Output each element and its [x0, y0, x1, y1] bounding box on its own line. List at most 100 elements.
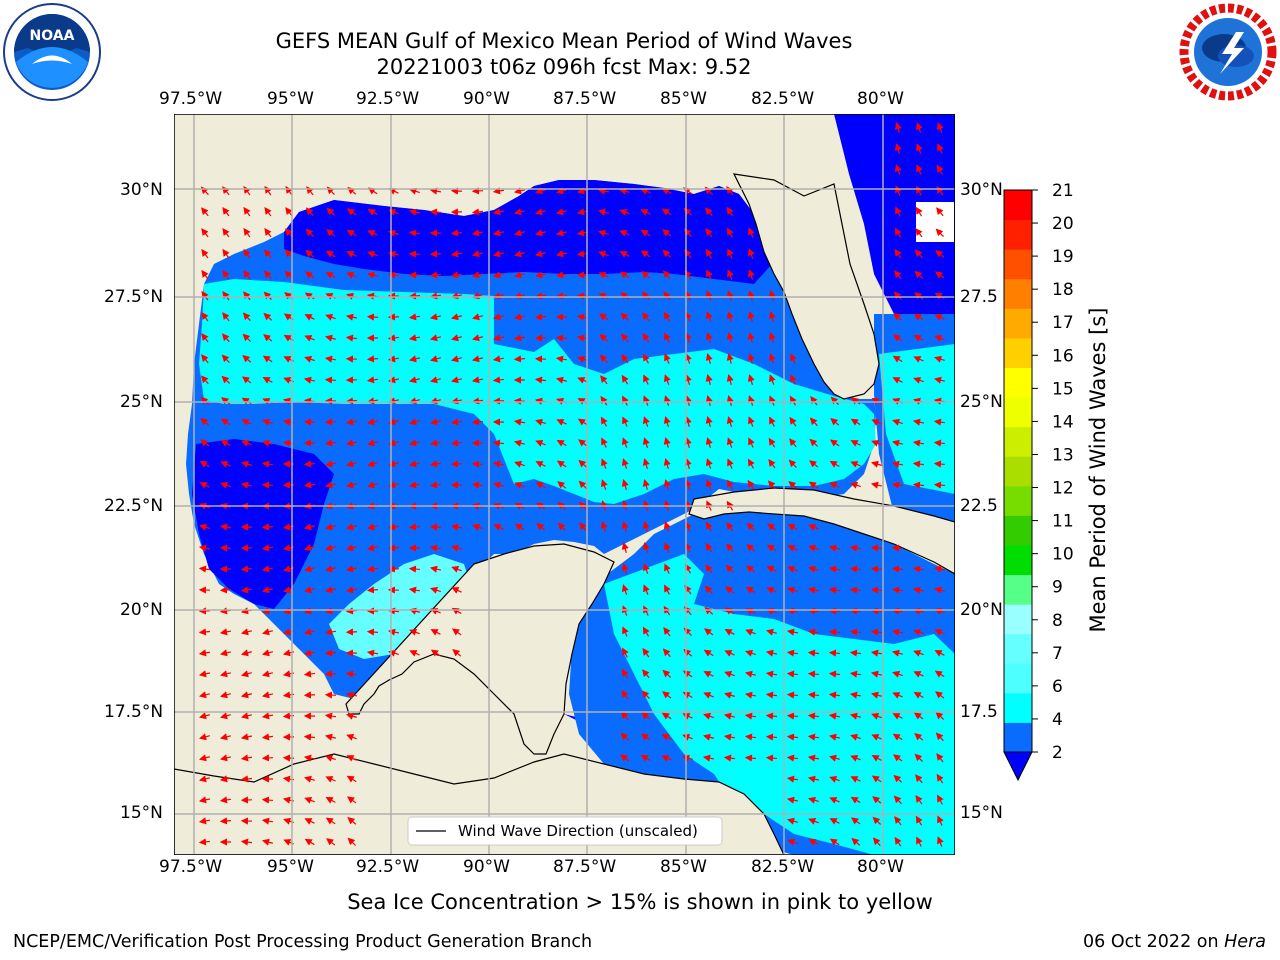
wave-direction-arrow: [703, 649, 714, 657]
wave-direction-arrow: [724, 607, 735, 615]
wave-direction-arrow: [807, 670, 820, 678]
wave-direction-arrow: [787, 838, 798, 846]
wave-direction-arrow: [642, 647, 650, 658]
wave-direction-arrow: [451, 544, 462, 552]
wave-direction-arrow: [429, 523, 442, 531]
colorbar-tick-label: 6: [1052, 677, 1063, 697]
wave-direction-arrow: [304, 775, 315, 783]
wave-direction-arrow: [809, 460, 819, 468]
wave-direction-arrow: [914, 753, 923, 762]
wave-direction-arrow: [346, 251, 357, 258]
wave-direction-arrow: [324, 565, 336, 573]
wave-direction-arrow: [768, 353, 776, 364]
wave-direction-arrow: [198, 544, 211, 552]
wave-direction-arrow: [471, 208, 484, 216]
lat-label-left: 20°N: [120, 600, 163, 620]
wave-direction-arrow: [828, 670, 841, 678]
wave-direction-arrow: [347, 837, 356, 846]
wave-direction-arrow: [240, 733, 253, 741]
colorbar-segment: [1004, 278, 1032, 309]
wave-direction-arrow: [325, 544, 336, 552]
wave-direction-arrow: [221, 397, 231, 405]
wave-direction-arrow: [261, 481, 274, 489]
lon-label-bottom: 92.5°W: [356, 857, 420, 877]
wave-direction-arrow: [663, 521, 671, 532]
sea-ice-note: Sea Ice Concentration > 15% is shown in …: [347, 890, 933, 914]
wave-direction-arrow: [303, 670, 316, 678]
legend-label: Wind Wave Direction (unscaled): [458, 822, 698, 840]
wave-direction-arrow: [619, 251, 630, 258]
colorbar-tick-label: 14: [1052, 412, 1074, 432]
wave-direction-arrow: [324, 691, 337, 699]
wave-direction-arrow: [937, 836, 944, 847]
wave-direction-arrow: [808, 481, 819, 489]
wave-direction-arrow: [201, 311, 209, 322]
wave-direction-arrow: [408, 334, 421, 342]
wave-direction-arrow: [765, 691, 778, 699]
wave-direction-arrow: [871, 712, 882, 720]
lon-label-bottom: 80°W: [857, 857, 904, 877]
wave-direction-arrow: [912, 565, 925, 573]
lat-label-right: 30°N: [960, 180, 1003, 200]
wave-direction-arrow: [850, 776, 861, 783]
wave-direction-arrow: [704, 585, 713, 595]
wave-direction-arrow: [345, 670, 358, 678]
lon-label-top: 87.5°W: [553, 89, 617, 109]
wave-direction-arrow: [913, 712, 924, 720]
wave-direction-arrow: [892, 713, 903, 720]
wave-direction-arrow: [304, 355, 315, 363]
wave-direction-arrow: [935, 711, 945, 720]
wave-direction-arrow: [849, 586, 862, 594]
wave-direction-arrow: [325, 313, 336, 321]
wave-direction-arrow: [620, 711, 629, 721]
wave-direction-arrow: [744, 712, 757, 720]
colorbar-segment: [1004, 604, 1032, 635]
wave-direction-arrow: [786, 754, 799, 762]
wave-direction-arrow: [663, 416, 671, 427]
wave-direction-arrow: [219, 754, 232, 762]
wave-direction-arrow: [682, 754, 693, 762]
wave-direction-arrow: [661, 734, 672, 741]
wave-direction-arrow: [451, 628, 462, 636]
wave-direction-arrow: [807, 586, 820, 594]
wave-direction-arrow: [303, 481, 316, 489]
lat-label-right: 27.5: [960, 287, 998, 307]
wave-direction-arrow: [723, 712, 736, 720]
generation-date: 06 Oct 2022 on Hera: [1083, 932, 1266, 952]
wave-direction-arrow: [324, 355, 337, 363]
wave-direction-arrow: [913, 691, 924, 699]
wave-direction-arrow: [870, 628, 883, 636]
colorbar-tick-label: 19: [1052, 247, 1074, 267]
wave-direction-arrow: [305, 228, 314, 237]
wave-direction-arrow: [578, 480, 587, 489]
wave-direction-arrow: [809, 438, 819, 447]
lon-label-top: 92.5°W: [356, 89, 420, 109]
wave-direction-arrow: [366, 523, 379, 531]
wave-direction-arrow: [305, 207, 314, 217]
wave-direction-arrow: [408, 313, 421, 321]
wave-direction-arrow: [934, 314, 945, 321]
wave-direction-arrow: [871, 460, 882, 468]
wave-direction-arrow: [619, 208, 630, 216]
wave-direction-arrow: [640, 209, 651, 216]
wave-direction-arrow: [219, 523, 232, 531]
wave-direction-arrow: [619, 271, 630, 279]
wave-direction-arrow: [934, 670, 945, 678]
wave-direction-arrow: [894, 143, 902, 154]
wave-direction-arrow: [261, 796, 274, 804]
wave-direction-arrow: [706, 521, 713, 532]
wave-direction-arrow: [808, 796, 819, 804]
colorbar-segment: [1004, 367, 1032, 398]
wave-direction-arrow: [935, 249, 945, 258]
wave-direction-arrow: [621, 354, 629, 364]
wave-direction-arrow: [684, 416, 692, 427]
wave-direction-arrow: [807, 733, 820, 741]
wave-direction-arrow: [937, 122, 944, 133]
wave-direction-arrow: [727, 227, 734, 238]
wave-direction-arrow: [303, 691, 316, 699]
wave-direction-arrow: [345, 481, 357, 489]
wave-direction-arrow: [599, 333, 609, 342]
wave-direction-arrow: [325, 523, 336, 531]
colorbar-segment: [1004, 692, 1032, 723]
wave-direction-arrow: [450, 250, 463, 258]
